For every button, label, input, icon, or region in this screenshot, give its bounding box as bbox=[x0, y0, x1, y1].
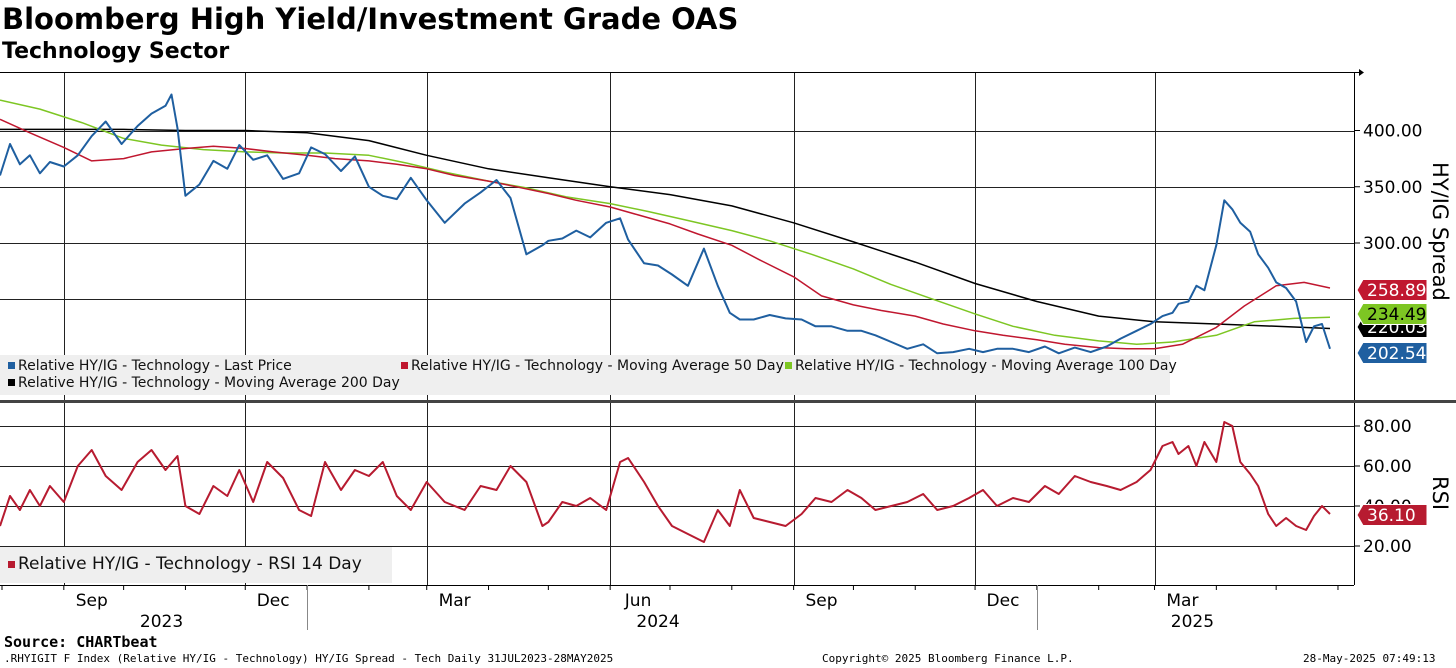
ytick-label-main-0: 400.00 bbox=[1363, 122, 1422, 142]
legend-label-ma200: Relative HY/IG - Technology - Moving Ave… bbox=[18, 375, 400, 391]
ytick-label-main-1: 350.00 bbox=[1363, 178, 1422, 198]
tag-last-bg bbox=[1356, 342, 1428, 364]
year-label-1: 2024 bbox=[636, 612, 679, 632]
tag-ma50-bg bbox=[1356, 279, 1428, 301]
chart-title: Bloomberg High Yield/Investment Grade OA… bbox=[2, 2, 739, 36]
top-arrow bbox=[1359, 69, 1364, 76]
panel-divider bbox=[0, 400, 1456, 403]
tag-ma100-bg bbox=[1356, 303, 1428, 325]
legend-label-ma100: Relative HY/IG - Technology - Moving Ave… bbox=[795, 358, 1177, 374]
xtick-label-1: Dec bbox=[257, 591, 290, 611]
chart-canvas: 400.00350.00300.0080.0060.0040.0020.00HY… bbox=[0, 69, 1456, 632]
series-line-2 bbox=[0, 99, 1331, 346]
ytick-label-rsi-1: 60.00 bbox=[1363, 457, 1412, 477]
legend-swatch-ma200 bbox=[8, 379, 15, 386]
legend-item-rsi: Relative HY/IG - Technology - RSI 14 Day bbox=[8, 554, 362, 574]
legend-rsi: Relative HY/IG - Technology - RSI 14 Day bbox=[0, 547, 392, 583]
legend-label-ma50: Relative HY/IG - Technology - Moving Ave… bbox=[411, 358, 784, 374]
tag-ma50-text: 258.89 bbox=[1367, 281, 1426, 301]
legend-main: Relative HY/IG - Technology - Last Price… bbox=[0, 355, 1177, 395]
xtick-label-5: Dec bbox=[987, 591, 1020, 611]
index-description: .RHYIGIT F Index (Relative HY/IG - Techn… bbox=[4, 652, 614, 665]
legend-item-last-price: Relative HY/IG - Technology - Last Price bbox=[8, 358, 292, 374]
year-label-2: 2025 bbox=[1171, 612, 1214, 632]
xtick-label-3: Jun bbox=[624, 591, 652, 611]
ytick-label-main-2: 300.00 bbox=[1363, 234, 1422, 254]
legend-swatch-last-price bbox=[8, 362, 15, 369]
legend-label-rsi: Relative HY/IG - Technology - RSI 14 Day bbox=[18, 554, 362, 574]
tag-rsi-text: 36.10 bbox=[1367, 506, 1416, 526]
ylabel-main: HY/IG Spread bbox=[1428, 162, 1452, 301]
year-label-0: 2023 bbox=[140, 612, 183, 632]
tag-ma100-text: 234.49 bbox=[1367, 305, 1426, 325]
chart-subtitle: Technology Sector bbox=[2, 39, 230, 64]
legend-item-ma200: Relative HY/IG - Technology - Moving Ave… bbox=[8, 375, 400, 391]
legend-swatch-ma50 bbox=[401, 362, 408, 369]
legend-label-last-price: Relative HY/IG - Technology - Last Price bbox=[18, 358, 292, 374]
xtick-label-4: Sep bbox=[806, 591, 838, 611]
ytick-label-rsi-0: 80.00 bbox=[1363, 417, 1412, 437]
series-line-1 bbox=[0, 118, 1331, 350]
timestamp: 28-May-2025 07:49:13 bbox=[1303, 652, 1436, 665]
series-line-3 bbox=[0, 128, 1331, 330]
source-note: Source: CHARTbeat bbox=[4, 633, 158, 651]
ylabel-rsi: RSI bbox=[1428, 476, 1452, 510]
xtick-label-6: Mar bbox=[1166, 591, 1198, 611]
xtick-label-0: Sep bbox=[76, 591, 108, 611]
series-line-rsi bbox=[0, 421, 1331, 543]
tag-last-text: 202.54 bbox=[1367, 344, 1426, 364]
xtick-label-2: Mar bbox=[439, 591, 471, 611]
series-line-0 bbox=[0, 93, 1331, 355]
ytick-label-rsi-3: 20.00 bbox=[1363, 537, 1412, 557]
legend-item-ma100: Relative HY/IG - Technology - Moving Ave… bbox=[785, 358, 1177, 374]
copyright-note: Copyright© 2025 Bloomberg Finance L.P. bbox=[822, 652, 1074, 665]
legend-item-ma50: Relative HY/IG - Technology - Moving Ave… bbox=[401, 358, 784, 374]
legend-swatch-ma100 bbox=[785, 362, 792, 369]
tag-rsi-bg bbox=[1356, 504, 1428, 526]
legend-swatch-rsi bbox=[8, 561, 15, 568]
